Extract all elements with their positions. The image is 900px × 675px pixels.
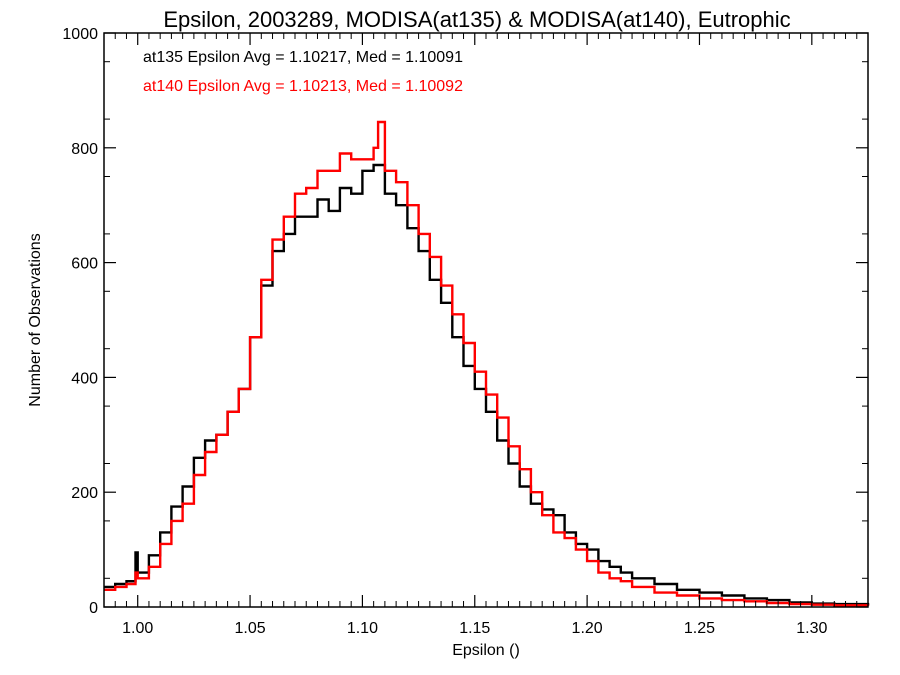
y-tick-label: 200 bbox=[71, 485, 98, 502]
y-tick-label: 400 bbox=[71, 370, 98, 387]
series-layer bbox=[104, 120, 870, 607]
x-axis-label: Epsilon () bbox=[452, 642, 520, 659]
annotation-at140: at140 Epsilon Avg = 1.10213, Med = 1.100… bbox=[143, 78, 463, 95]
x-tick-label: 1.10 bbox=[347, 620, 378, 637]
chart-title: Epsilon, 2003289, MODISA(at135) & MODISA… bbox=[163, 7, 790, 32]
x-tick-label: 1.00 bbox=[122, 620, 153, 637]
plot-frame bbox=[103, 32, 869, 608]
y-axis: 0 200 400 600 800 1000 bbox=[62, 26, 868, 617]
annotation-at135: at135 Epsilon Avg = 1.10217, Med = 1.100… bbox=[143, 49, 463, 66]
x-tick-label: 1.15 bbox=[459, 620, 490, 637]
y-tick-label: 0 bbox=[89, 600, 98, 617]
x-tick-label: 1.20 bbox=[572, 620, 603, 637]
x-tick-label: 1.05 bbox=[234, 620, 265, 637]
y-tick-label: 1000 bbox=[62, 26, 98, 43]
y-axis-label: Number of Observations bbox=[27, 233, 44, 406]
x-tick-label: 1.25 bbox=[684, 620, 715, 637]
series-line-1 bbox=[104, 120, 870, 607]
y-tick-label: 600 bbox=[71, 256, 98, 273]
x-tick-label: 1.30 bbox=[796, 620, 827, 637]
y-tick-label: 800 bbox=[71, 141, 98, 158]
x-axis: 1.00 1.05 1.10 1.15 1.20 1.25 1.30 bbox=[103, 33, 869, 637]
